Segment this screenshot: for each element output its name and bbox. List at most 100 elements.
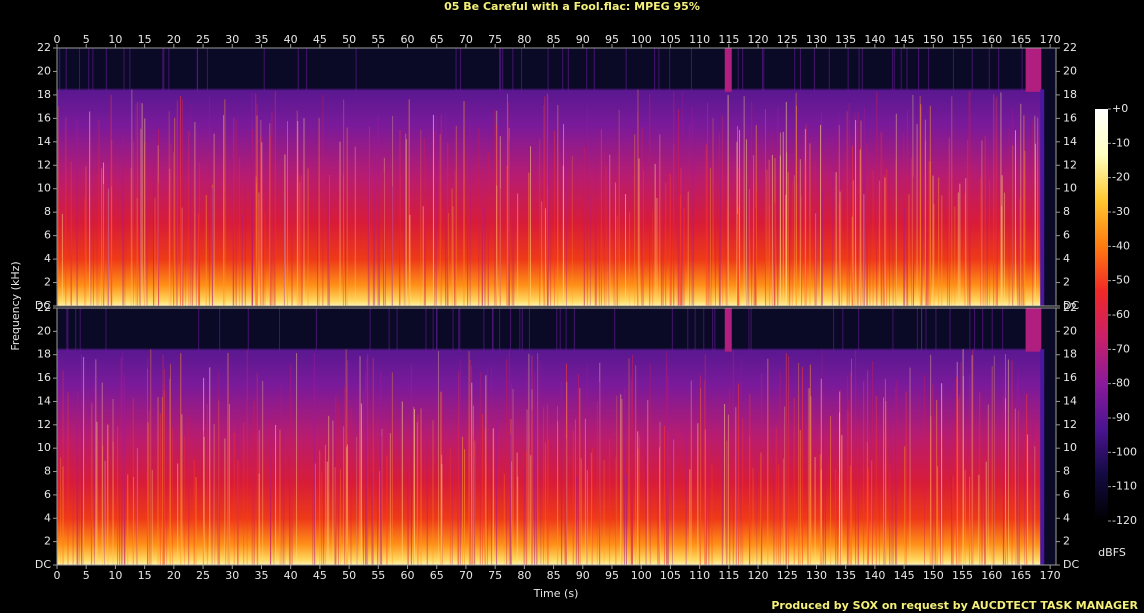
colorbar-tick-label: -70 (1112, 342, 1130, 355)
x-tick-label: 95 (605, 33, 619, 46)
colorbar-tick-label: -10 (1112, 136, 1130, 149)
y-tick-label: DC (1063, 299, 1079, 312)
colorbar-tick-label: -30 (1112, 205, 1130, 218)
x-tick-label: 65 (430, 33, 444, 46)
x-tick-label: 75 (488, 569, 502, 582)
x-tick-label: 105 (660, 569, 681, 582)
y-tick-label: 4 (44, 511, 51, 524)
colorbar (1095, 109, 1108, 521)
x-tick-label: 80 (517, 33, 531, 46)
x-tick-label: 0 (54, 569, 61, 582)
y-tick-label: 14 (1063, 135, 1077, 148)
y-tick-label: 10 (37, 182, 51, 195)
x-tick-label: 15 (138, 33, 152, 46)
y-axis-label: Frequency (kHz) (9, 261, 22, 350)
x-tick-label: 55 (371, 33, 385, 46)
colorbar-tick-label: -50 (1112, 274, 1130, 287)
colorbar-tick-label: -110 (1112, 480, 1137, 493)
x-axis-label: Time (s) (533, 587, 579, 600)
x-tick-label: 120 (748, 33, 769, 46)
x-tick-label: 0 (54, 33, 61, 46)
x-tick-label: 170 (1040, 33, 1061, 46)
x-tick-label: 40 (284, 33, 298, 46)
x-tick-label: 80 (517, 569, 531, 582)
x-tick-label: 115 (718, 33, 739, 46)
x-tick-label: 60 (401, 569, 415, 582)
x-tick-label: 95 (605, 569, 619, 582)
x-tick-label: 30 (225, 33, 239, 46)
y-tick-label: 8 (1063, 465, 1070, 478)
y-tick-label: DC (35, 299, 51, 312)
x-tick-label: 20 (167, 33, 181, 46)
y-tick-label: 16 (37, 371, 51, 384)
x-tick-label: 35 (254, 33, 268, 46)
y-tick-label: 4 (1063, 511, 1070, 524)
x-tick-label: 10 (108, 33, 122, 46)
y-tick-label: 6 (1063, 488, 1070, 501)
y-tick-label: 2 (1063, 535, 1070, 548)
y-tick-label: 22 (37, 301, 51, 314)
colorbar-tick-label: -90 (1112, 411, 1130, 424)
x-tick-label: 135 (835, 569, 856, 582)
y-tick-label: 20 (1063, 324, 1077, 337)
y-tick-label: 2 (44, 276, 51, 289)
y-tick-label: 22 (1063, 41, 1077, 54)
x-tick-label: 125 (777, 33, 798, 46)
y-tick-label: 12 (37, 418, 51, 431)
x-tick-label: 50 (342, 33, 356, 46)
y-tick-label: 18 (1063, 88, 1077, 101)
colorbar-tick-label: -40 (1112, 239, 1130, 252)
x-tick-label: 110 (689, 569, 710, 582)
y-tick-label: 4 (44, 252, 51, 265)
colorbar-tick-label: -120 (1112, 514, 1137, 527)
y-tick-label: 16 (37, 111, 51, 124)
x-tick-label: 155 (952, 569, 973, 582)
x-tick-label: 25 (196, 33, 210, 46)
y-tick-label: 18 (37, 348, 51, 361)
y-tick-label: 18 (37, 88, 51, 101)
plot-frame (56, 47, 1057, 307)
x-tick-label: 40 (284, 569, 298, 582)
x-tick-label: 140 (864, 33, 885, 46)
x-tick-label: 50 (342, 569, 356, 582)
x-tick-label: 100 (631, 33, 652, 46)
x-tick-label: 15 (138, 569, 152, 582)
colorbar-tick-label: -100 (1112, 445, 1137, 458)
y-tick-label: 16 (1063, 111, 1077, 124)
x-tick-label: 90 (576, 569, 590, 582)
x-tick-label: 165 (1010, 569, 1031, 582)
x-tick-label: 65 (430, 569, 444, 582)
x-tick-label: 5 (83, 569, 90, 582)
y-tick-label: 14 (37, 135, 51, 148)
x-tick-label: 20 (167, 569, 181, 582)
x-tick-label: 125 (777, 569, 798, 582)
colorbar-tick-label: -20 (1112, 171, 1130, 184)
y-tick-label: 2 (1063, 276, 1070, 289)
x-tick-label: 145 (894, 569, 915, 582)
x-tick-label: 35 (254, 569, 268, 582)
y-tick-label: DC (1063, 558, 1079, 571)
x-tick-label: 60 (401, 33, 415, 46)
y-tick-label: 14 (1063, 394, 1077, 407)
x-tick-label: 140 (864, 569, 885, 582)
x-tick-label: 145 (894, 33, 915, 46)
x-tick-label: 135 (835, 33, 856, 46)
colorbar-tick-label: -60 (1112, 308, 1130, 321)
x-tick-label: 120 (748, 569, 769, 582)
x-tick-label: 75 (488, 33, 502, 46)
y-tick-label: 2 (44, 535, 51, 548)
colorbar-label: dBFS (1098, 546, 1126, 559)
colorbar-tick-label: -80 (1112, 377, 1130, 390)
y-tick-label: 20 (37, 324, 51, 337)
y-tick-label: 10 (37, 441, 51, 454)
x-tick-label: 105 (660, 33, 681, 46)
plot-frame (56, 307, 1057, 566)
x-tick-label: 170 (1040, 569, 1061, 582)
y-tick-label: 16 (1063, 371, 1077, 384)
y-tick-label: 22 (1063, 301, 1077, 314)
x-tick-label: 160 (981, 569, 1002, 582)
x-tick-label: 160 (981, 33, 1002, 46)
x-tick-label: 110 (689, 33, 710, 46)
x-tick-label: 10 (108, 569, 122, 582)
